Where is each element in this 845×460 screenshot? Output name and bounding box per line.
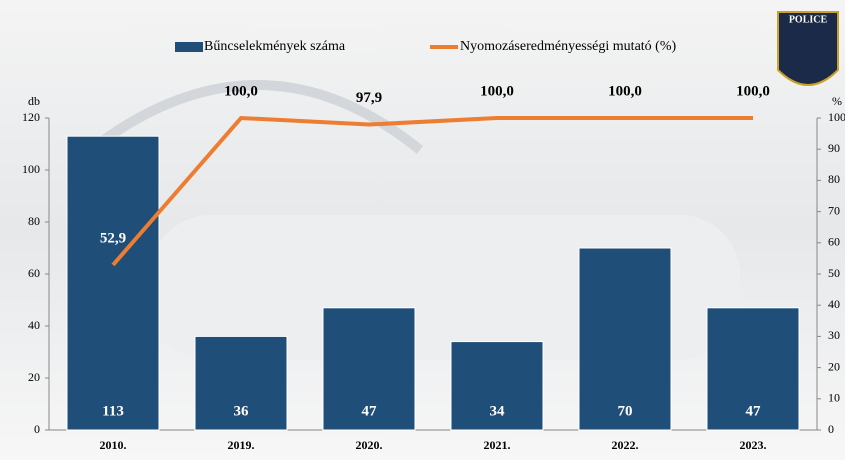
line-value-label: 100,0 [608, 83, 642, 99]
legend-label: Bűncselekmények száma [204, 39, 346, 54]
y2-tick-label: 60 [828, 235, 840, 249]
line-value-label: 100,0 [736, 83, 770, 99]
x-tick-label: 2023. [740, 438, 767, 452]
y-tick-label: 20 [28, 370, 40, 384]
x-tick-label: 2021. [484, 438, 511, 452]
x-tick-label: 2020. [356, 438, 383, 452]
y-tick-label: 60 [28, 266, 40, 280]
bar-value-label: 47 [362, 403, 378, 419]
legend-swatch [175, 42, 203, 52]
bar-value-label: 47 [746, 403, 762, 419]
bar-value-label: 34 [490, 403, 506, 419]
y2-tick-label: 90 [828, 141, 840, 155]
bar-value-label: 70 [618, 403, 633, 419]
y-tick-label: 40 [28, 318, 40, 332]
line-value-label: 97,9 [356, 90, 382, 106]
badge-text: POLICE [789, 14, 828, 25]
y2-tick-label: 20 [828, 359, 840, 373]
y2-tick-label: 30 [828, 328, 840, 342]
y-tick-label: 100 [22, 162, 40, 176]
y-tick-label: 0 [34, 422, 40, 436]
y2-tick-label: 70 [828, 203, 840, 217]
y2-tick-label: 100 [828, 110, 845, 124]
y-axis-label: db [28, 94, 40, 108]
y-tick-label: 80 [28, 214, 40, 228]
chart: POLICE 0 20 40 60 80 100 120 0 10 20 30 40 50 60 70 80 9… [0, 0, 845, 460]
y2-tick-label: 50 [828, 266, 840, 280]
line-value-label: 100,0 [224, 83, 258, 99]
line-value-label: 100,0 [480, 83, 514, 99]
y2-tick-label: 40 [828, 297, 840, 311]
y2-tick-label: 0 [828, 422, 834, 436]
line-value-label: 52,9 [100, 230, 126, 246]
bar [67, 136, 159, 430]
x-tick-label: 2019. [228, 438, 255, 452]
bar-value-label: 36 [234, 403, 250, 419]
bar-value-label: 113 [102, 403, 124, 419]
x-tick-label: 2022. [612, 438, 639, 452]
y-tick-label: 120 [22, 110, 40, 124]
y2-tick-label: 10 [828, 391, 840, 405]
y2-tick-label: 80 [828, 172, 840, 186]
x-tick-label: 2010. [100, 438, 127, 452]
legend-label: Nyomozáseredményességi mutató (%) [460, 39, 676, 54]
badge: POLICE [778, 12, 838, 85]
y2-axis-label: % [832, 94, 842, 108]
